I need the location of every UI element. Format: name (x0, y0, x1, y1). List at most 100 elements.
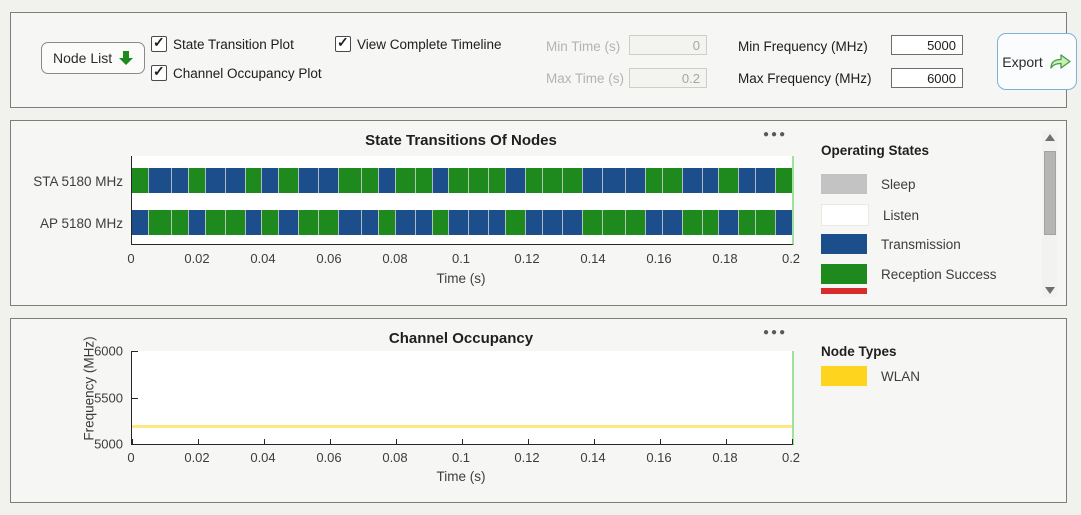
node-list-button[interactable]: Node List (41, 42, 146, 74)
export-label: Export (1002, 53, 1043, 70)
state-segment-transmission (244, 210, 262, 235)
state-transition-plot-checkbox[interactable]: ✓ State Transition Plot (151, 34, 294, 52)
x-tick-label: 0.04 (250, 251, 276, 266)
state-segment-transmission (505, 168, 526, 193)
state-segment-reception-success (244, 168, 262, 193)
min-frequency-label: Min Frequency (MHz) (738, 39, 868, 54)
checkbox-label: State Transition Plot (173, 36, 294, 52)
min-time-input[interactable] (629, 35, 707, 55)
legend-scrollbar[interactable] (1042, 131, 1057, 297)
plot-options-menu-icon[interactable]: ●●● (763, 129, 788, 140)
state-segment-reception-success (468, 168, 489, 193)
state-segment-reception-success (775, 168, 793, 193)
wlan-occupancy-line (132, 425, 792, 429)
max-time-label: Max Time (s) (546, 71, 625, 86)
state-segment-transmission (644, 210, 662, 235)
x-tick-mark (330, 439, 331, 444)
channel-occupancy-panel: Channel Occupancy ●●● Frequency (MHz) 60… (10, 318, 1067, 503)
x-tick-label: 0.08 (382, 251, 408, 266)
state-segment-reception-success (561, 168, 582, 193)
state-segment-transmission (147, 168, 171, 193)
y-tick-mark (132, 351, 138, 352)
state-segment-transmission (224, 168, 245, 193)
x-tick-label: 0 (127, 450, 135, 465)
scrollbar-down-arrow-icon[interactable] (1045, 287, 1055, 294)
x-tick-label: 0 (127, 251, 135, 266)
state-segment-transmission (541, 210, 562, 235)
plot-options-menu-icon[interactable]: ●●● (763, 327, 788, 338)
x-tick-label: 0.14 (580, 450, 606, 465)
state-transitions-panel: State Transitions Of Nodes ●●● STA 5180 … (10, 120, 1067, 306)
state-segment-reception-success (261, 210, 279, 235)
channel-occupancy-plot-area[interactable] (131, 351, 794, 445)
x-tick-label: 0.16 (646, 251, 672, 266)
state-segment-reception-success (681, 210, 702, 235)
min-frequency-input[interactable] (891, 35, 963, 55)
state-segment-transmission (414, 210, 432, 235)
state-segment-reception-success (377, 210, 395, 235)
state-segment-reception-success (298, 210, 319, 235)
legend-item-label: Transmission (881, 236, 961, 252)
channel-occupancy-title: Channel Occupancy (388, 330, 534, 347)
state-segment-reception-success (224, 210, 245, 235)
x-tick-mark (660, 439, 661, 444)
state-segment-transmission (468, 210, 489, 235)
view-complete-timeline-checkbox[interactable]: ✓ View Complete Timeline (335, 34, 502, 52)
state-segment-reception-success (601, 210, 625, 235)
checkbox-checked-icon: ✓ (151, 34, 167, 52)
row-label-sta: STA 5180 MHz (33, 174, 123, 189)
node-types-legend: Node Types WLAN (821, 319, 1051, 502)
state-segment-transmission (525, 210, 542, 235)
max-frequency-input[interactable] (891, 68, 963, 88)
scrollbar-up-arrow-icon[interactable] (1045, 134, 1055, 141)
state-segment-reception-success (187, 168, 205, 193)
state-segment-reception-success (278, 168, 299, 193)
state-segment-reception-success (394, 168, 415, 193)
state-segment-transmission (377, 168, 395, 193)
x-tick-label: 0.14 (580, 251, 606, 266)
state-segment-reception-success (318, 210, 339, 235)
x-tick-label: 0.06 (316, 251, 342, 266)
export-button[interactable]: Export (997, 33, 1077, 90)
x-tick-mark (528, 439, 529, 444)
max-frequency-label: Max Frequency (MHz) (738, 71, 872, 86)
legend-item: WLAN (821, 366, 920, 386)
legend-item-label: WLAN (881, 368, 921, 384)
state-segment-transmission (755, 168, 776, 193)
state-segment-reception-success (204, 210, 225, 235)
channel-occupancy-plot-checkbox[interactable]: ✓ Channel Occupancy Plot (151, 63, 322, 81)
legend-partial-swatch (821, 288, 867, 294)
state-segment-reception-success (505, 210, 526, 235)
x-tick-label: 0.2 (781, 251, 801, 266)
state-segment-reception-success (132, 168, 148, 193)
state-segment-reception-success (338, 168, 362, 193)
state-segment-transmission (431, 168, 449, 193)
legend-item: Sleep (821, 174, 916, 194)
state-segment-reception-success (718, 168, 739, 193)
state-segment-reception-success (661, 168, 682, 193)
x-tick-label: 0.04 (250, 450, 276, 465)
x-tick-mark (462, 439, 463, 444)
toolbar-panel: Node List ✓ State Transition Plot ✓ Chan… (10, 12, 1077, 108)
y-tick-label: 5500 (94, 390, 123, 405)
x-tick-label: 0.2 (781, 450, 801, 465)
max-time-input[interactable] (629, 68, 707, 88)
state-segment-transmission (361, 210, 378, 235)
state-transitions-plot-area[interactable] (131, 156, 794, 245)
x-tick-label: 0.18 (712, 251, 738, 266)
state-segment-reception-success (525, 168, 542, 193)
x-tick-label: 0.02 (184, 251, 210, 266)
x-tick-mark (594, 439, 595, 444)
state-segment-reception-success (541, 168, 562, 193)
state-segment-reception-success (170, 210, 188, 235)
state-segment-transmission (170, 168, 188, 193)
scrollbar-thumb[interactable] (1043, 151, 1056, 235)
x-tick-label: 0.18 (712, 450, 738, 465)
state-segment-reception-success (644, 168, 662, 193)
legend-item: Listen (821, 204, 919, 226)
y-tick-label: 6000 (94, 343, 123, 359)
legend-item: Reception Success (821, 264, 997, 284)
state-segment-transmission (775, 210, 793, 235)
checkbox-checked-icon: ✓ (335, 34, 351, 52)
